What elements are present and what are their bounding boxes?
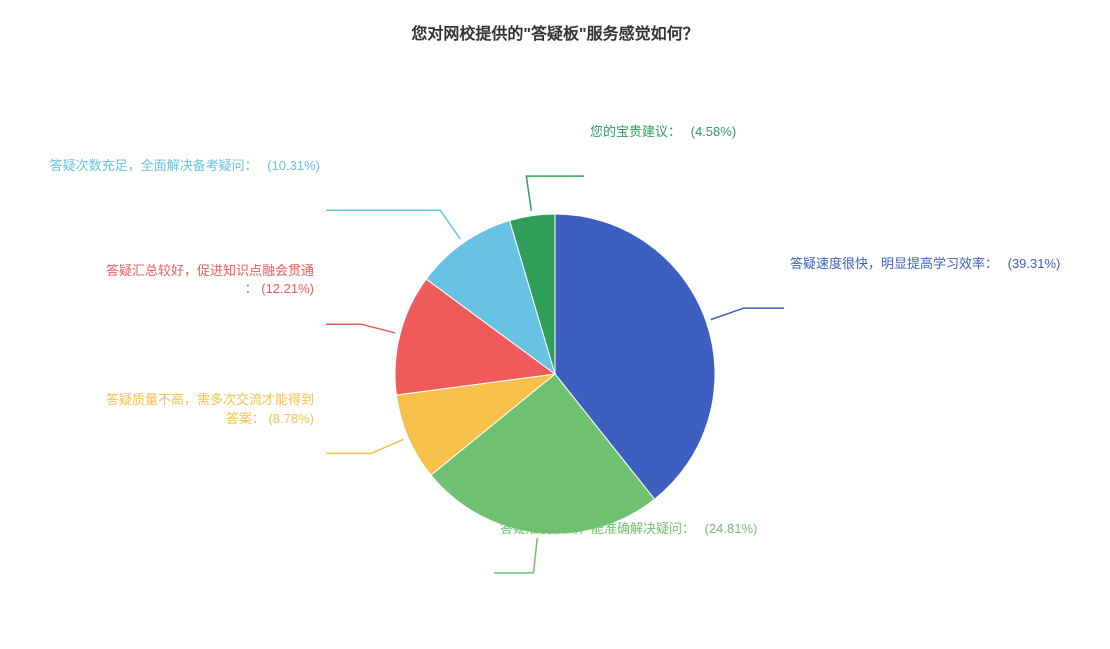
pie-slice-label: 答疑质量不高，需多次交流才能得到答案： (8.78%): [106, 391, 320, 427]
pie-slice-label: 答疑速度很快，明显提高学习效率： (39.31%): [790, 255, 1060, 273]
pie-slice-label: 答疑准度很高，能准确解决疑问： (24.81%): [500, 520, 757, 538]
leader-line: [326, 210, 460, 239]
pie-slice-label: 答疑汇总较好，促进知识点融会贯通： (12.21%): [106, 262, 320, 298]
pie-chart-container: 您对网校提供的"答疑板"服务感觉如何？ 答疑速度很快，明显提高学习效率： (39…: [0, 0, 1110, 600]
pie-slice-label: 答疑次数充足，全面解决备考疑问： (10.31%): [50, 157, 320, 175]
leader-line: [326, 439, 404, 453]
pie-chart-svg: [0, 44, 1110, 644]
leader-line: [326, 324, 395, 333]
leader-line: [711, 308, 784, 320]
slice-label-pct: (10.31%): [264, 158, 320, 173]
slice-label-text: 您的宝贵建议：: [590, 124, 681, 139]
slice-label-text: 答疑汇总较好，促进知识点融会贯通： (12.21%): [106, 262, 314, 298]
slice-label-pct: (24.81%): [701, 521, 757, 536]
slice-label-pct: (8.78%): [265, 411, 314, 426]
leader-line: [494, 538, 537, 573]
pie-slice-label: 您的宝贵建议： (4.58%): [590, 123, 736, 141]
slice-label-text: 答疑准度很高，能准确解决疑问：: [500, 521, 695, 536]
leader-line: [526, 176, 584, 211]
slice-label-text: 答疑速度很快，明显提高学习效率：: [790, 256, 998, 271]
chart-title: 您对网校提供的"答疑板"服务感觉如何？: [0, 0, 1110, 44]
slice-label-pct: (39.31%): [1004, 256, 1060, 271]
slice-label-pct: (12.21%): [258, 281, 314, 296]
slice-label-pct: (4.58%): [687, 124, 736, 139]
slice-label-text: 答疑次数充足，全面解决备考疑问：: [50, 158, 258, 173]
slice-label-text: 答疑质量不高，需多次交流才能得到答案： (8.78%): [106, 391, 314, 427]
